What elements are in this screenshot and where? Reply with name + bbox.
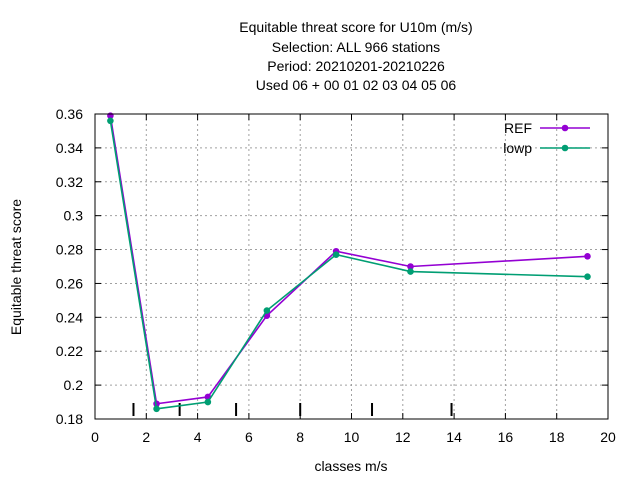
y-tick-label: 0.34 [56,140,83,156]
plot-frame [94,113,609,420]
y-tick-label: 0.24 [56,309,83,325]
data-point [263,307,271,314]
series-lowp [107,117,591,413]
x-tick-label: 6 [245,429,253,445]
y-tick-label: 0.18 [56,411,83,427]
x-tick-label: 14 [446,429,462,445]
title-line-2: Selection: ALL 966 stations [272,39,440,55]
legend-marker [561,124,569,132]
title-line-3: Period: 20210201-20210226 [267,58,445,74]
y-axis-label: Equitable threat score [8,199,24,335]
data-point [153,405,160,413]
y-tick-label: 0.22 [56,343,83,359]
x-tick-label: 20 [600,429,616,445]
y-tick-label: 0.32 [56,174,83,190]
x-tick-label: 18 [549,429,565,445]
x-axis-label: classes m/s [314,458,387,474]
legend: REF lowp [503,120,590,156]
x-tick-label: 12 [395,429,411,445]
legend-marker [561,144,569,152]
legend-label: REF [504,120,532,136]
chart-title: Equitable threat score for U10m (m/s) Se… [239,19,472,93]
y-tick-label: 0.28 [56,242,83,258]
series-line [109,115,588,405]
y-tick-label: 0.3 [64,208,84,224]
data-series [107,112,591,413]
x-tick-label: 10 [344,429,360,445]
y-tick-label: 0.36 [56,106,83,122]
class-boundary-marks [132,403,453,416]
series-line [109,120,588,410]
data-point [407,263,414,270]
x-tick-label: 4 [194,429,202,445]
y-tick-label: 0.2 [64,377,84,393]
grid-lines [95,114,608,419]
data-point [584,273,591,280]
data-point [204,398,212,406]
legend-label: lowp [503,140,532,156]
x-tick-label: 0 [91,429,99,445]
x-tick-label: 16 [498,429,514,445]
title-line-1: Equitable threat score for U10m (m/s) [239,19,472,35]
series-ref [107,112,591,408]
axis-ticks: 0 2 4 6 8 10 12 14 16 18 20 0.18 0.2 0.22 0.24 0.26 0.28… [56,106,616,445]
data-point [332,251,340,258]
title-line-4: Used 06 + 00 01 02 03 04 05 06 [256,77,457,93]
data-point [407,268,414,275]
data-point [584,253,591,260]
x-tick-label: 8 [296,429,304,445]
data-point [107,117,114,125]
x-tick-label: 2 [142,429,150,445]
y-tick-label: 0.26 [56,275,83,291]
